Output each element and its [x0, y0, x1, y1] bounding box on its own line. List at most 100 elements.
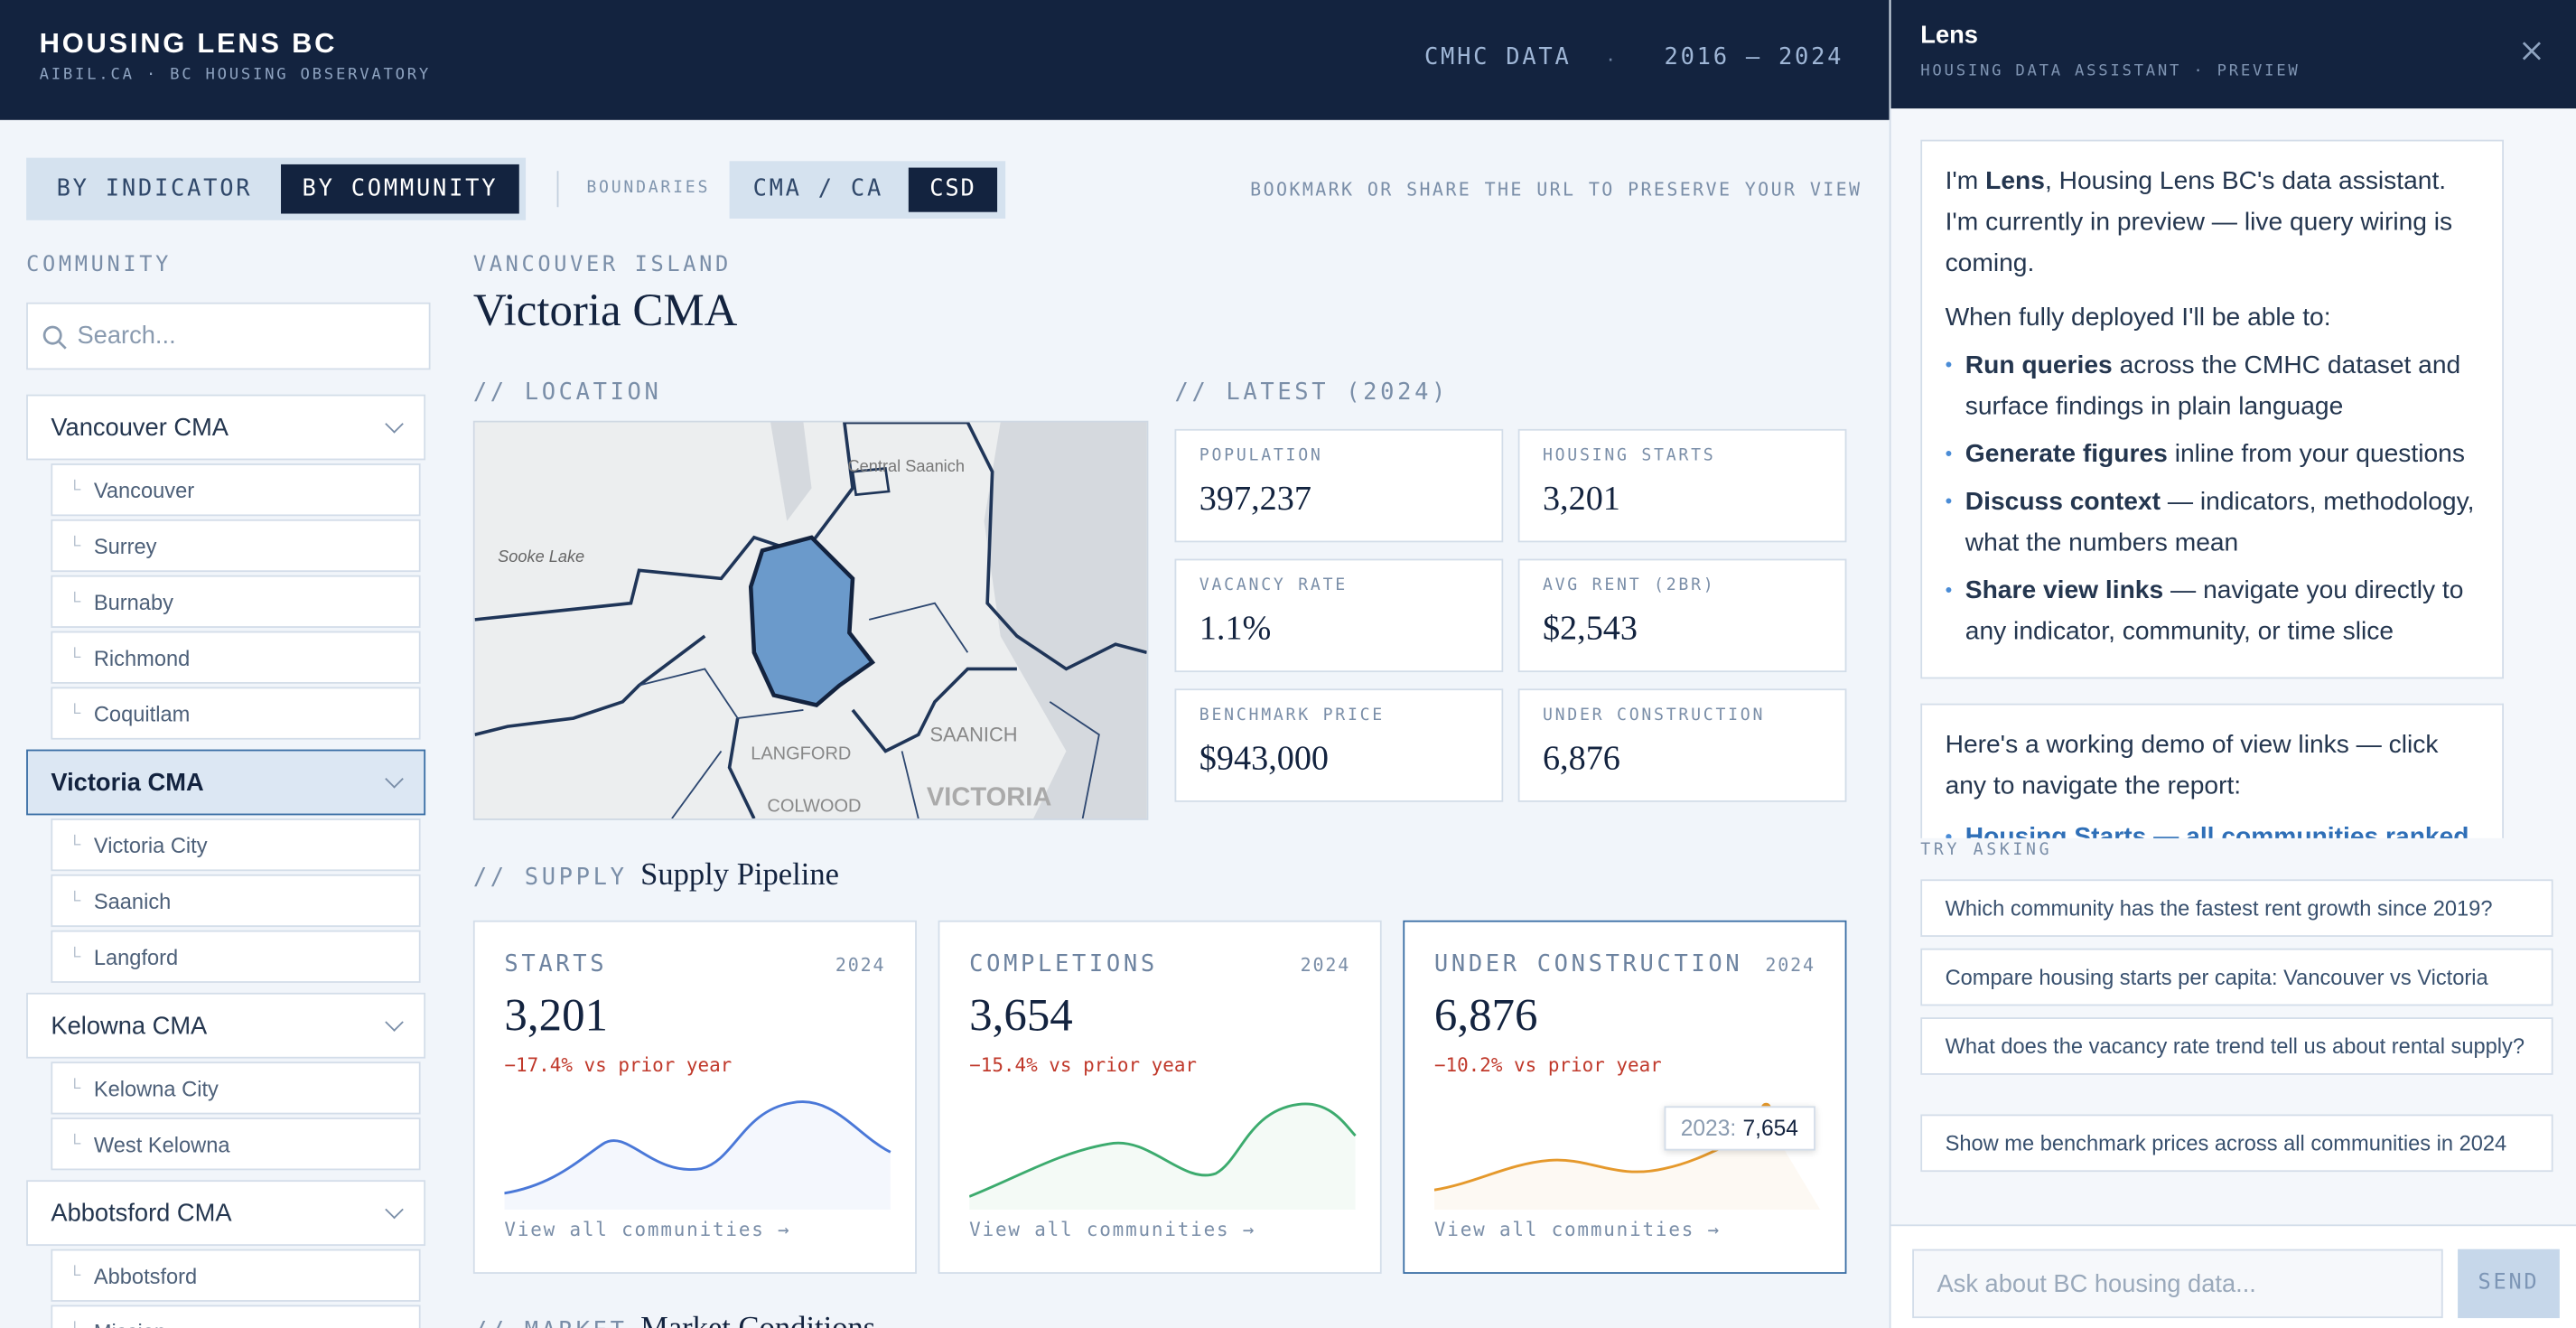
stat-label: UNDER CONSTRUCTION [1542, 706, 1766, 725]
card-change: −10.2% vs prior year [1433, 1053, 1662, 1077]
stat-card: POPULATION 397,237 [1174, 428, 1504, 543]
stat-label: POPULATION [1199, 446, 1323, 465]
tab[interactable]: CMA / CA [752, 175, 884, 202]
search-placeholder: Search... [77, 322, 176, 351]
suggestion[interactable]: What does the vacancy rate trend tell us… [1920, 1017, 2553, 1075]
page-title: Victoria CMA [472, 285, 738, 337]
capability-bold: Share view links [1965, 576, 2164, 605]
header: HOUSING LENS BC AIBIL.CA · BC HOUSING OB… [0, 0, 1890, 120]
map: Central Saanich Sooke Lake LANGFORD SAAN… [472, 420, 1149, 820]
bold: Lens [1985, 167, 2045, 196]
section-heading: // SUPPLY Supply Pipeline [473, 858, 839, 894]
search[interactable]: Search... [26, 302, 431, 370]
stat-label: HOUSING STARTS [1542, 446, 1716, 465]
view-all-link[interactable]: View all communities → [1433, 1218, 1721, 1241]
capability-text: Discuss context— indicators, methodology… [1965, 482, 2479, 564]
stat-value: 3,201 [1542, 478, 1620, 519]
app-subtitle: AIBIL.CA · BC HOUSING OBSERVATORY [39, 65, 432, 84]
tab-active[interactable]: CSD [908, 167, 998, 212]
view-all-link[interactable]: View all communities → [969, 1218, 1256, 1241]
capability-desc: — navigate you directly to any indicator… [1965, 576, 2464, 646]
capabilities-heading: When fully deployed I'll be able to: [1945, 304, 2331, 332]
community-group[interactable]: Vancouver CMA [26, 394, 426, 461]
card-year: 2024 [1300, 955, 1351, 977]
capability-text: Share view links— navigate you directly … [1965, 570, 2479, 652]
spacer [26, 743, 425, 749]
card-change: −17.4% vs prior year [504, 1053, 733, 1077]
community-item[interactable]: Kelowna City [51, 1061, 421, 1115]
tooltip-label: 2023: [1680, 1116, 1737, 1141]
stat-label: BENCHMARK PRICE [1199, 706, 1385, 725]
section-heading: // LOCATION [472, 379, 662, 407]
chevron [385, 1013, 404, 1032]
community-item[interactable]: Burnaby [51, 575, 421, 628]
app-title: HOUSING LENS BC [39, 27, 338, 60]
community-item[interactable]: Richmond [51, 631, 421, 684]
tab-active[interactable]: BY COMMUNITY [281, 164, 519, 214]
group-name: Victoria CMA [51, 768, 204, 797]
send-button[interactable]: SEND [2458, 1249, 2560, 1319]
community-group[interactable]: Victoria CMA [26, 749, 426, 816]
community-item[interactable]: Coquitlam [51, 687, 421, 740]
try-label: TRY ASKING [1920, 841, 2053, 860]
stat-card: BENCHMARK PRICE $943,000 [1174, 688, 1504, 802]
community-group[interactable]: Kelowna CMA [26, 992, 426, 1059]
map-label: VICTORIA [927, 782, 1051, 811]
stat-card: HOUSING STARTS 3,201 [1517, 428, 1847, 543]
text: I'm [1945, 167, 1979, 196]
separator: · [1606, 44, 1615, 71]
supply-card: UNDER CONSTRUCTION 2024 6,876 −10.2% vs pri… [1403, 920, 1847, 1274]
chat-input[interactable]: Ask about BC housing data... [1912, 1249, 2443, 1319]
capability-desc: across the CMHC dataset and surface find… [1965, 351, 2461, 421]
view-link[interactable]: Housing Starts — all communities ranked [1946, 817, 2479, 837]
community-item[interactable]: Saanich [51, 874, 421, 928]
supply-card: COMPLETIONS 2024 3,654 −15.4% vs prior year… [938, 920, 1382, 1274]
view-all-link[interactable]: View all communities → [504, 1218, 791, 1241]
spacer [26, 987, 425, 993]
card-value: 6,876 [1433, 991, 1538, 1043]
demo-text: Here's a working demo of view links — cl… [1945, 731, 2439, 800]
tooltip-value: 7,654 [1742, 1116, 1798, 1141]
suggestion[interactable]: Which community has the fastest rent gro… [1920, 879, 2553, 938]
section-title: Supply Pipeline [640, 857, 839, 893]
card-title: STARTS [504, 951, 608, 978]
map-label: Central Saanich [848, 457, 965, 475]
capability-desc: inline from your questions [2174, 440, 2465, 469]
section-heading: // LATEST (2024) [1174, 379, 1450, 407]
section-title: Market Conditions [640, 1312, 875, 1328]
community-item[interactable]: Victoria City [51, 818, 421, 872]
stat-label: VACANCY RATE [1199, 576, 1348, 595]
community-item[interactable]: Langford [51, 930, 421, 983]
suggestion[interactable]: Compare housing starts per capita: Vanco… [1920, 948, 2553, 1006]
group-name: Kelowna CMA [51, 1011, 208, 1040]
community-item[interactable]: Abbotsford [51, 1249, 421, 1302]
spacer [26, 1174, 425, 1180]
card-title: COMPLETIONS [969, 951, 1158, 978]
capability-desc: — indicators, methodology, what the numb… [1965, 488, 2475, 557]
message: Here's a working demo of view links — cl… [1920, 703, 2505, 838]
stat-value: $2,543 [1542, 608, 1638, 648]
capability-bold: Run queries [1965, 351, 2113, 380]
supply-card: STARTS 2024 3,201 −17.4% vs prior year View … [472, 920, 917, 1274]
card-change: −15.4% vs prior year [969, 1053, 1198, 1077]
community-item[interactable]: Mission [51, 1305, 421, 1328]
community-item[interactable]: West Kelowna [51, 1118, 421, 1171]
capability: Discuss context— indicators, methodology… [1946, 482, 2479, 564]
chevron [385, 1200, 404, 1220]
suggestion[interactable]: Show me benchmark prices across all comm… [1920, 1114, 2553, 1173]
section-prefix: // SUPPLY [472, 864, 628, 892]
stat-value: 6,876 [1542, 737, 1620, 778]
community-group[interactable]: Abbotsford CMA [26, 1180, 426, 1247]
community-item[interactable]: Surrey [51, 519, 421, 573]
close[interactable] [2522, 41, 2542, 61]
tab[interactable]: BY INDICATOR [56, 175, 253, 202]
map-label: COLWOOD [767, 797, 861, 817]
input-placeholder: Ask about BC housing data... [1937, 1270, 2256, 1299]
community-item[interactable]: Vancouver [51, 463, 421, 517]
